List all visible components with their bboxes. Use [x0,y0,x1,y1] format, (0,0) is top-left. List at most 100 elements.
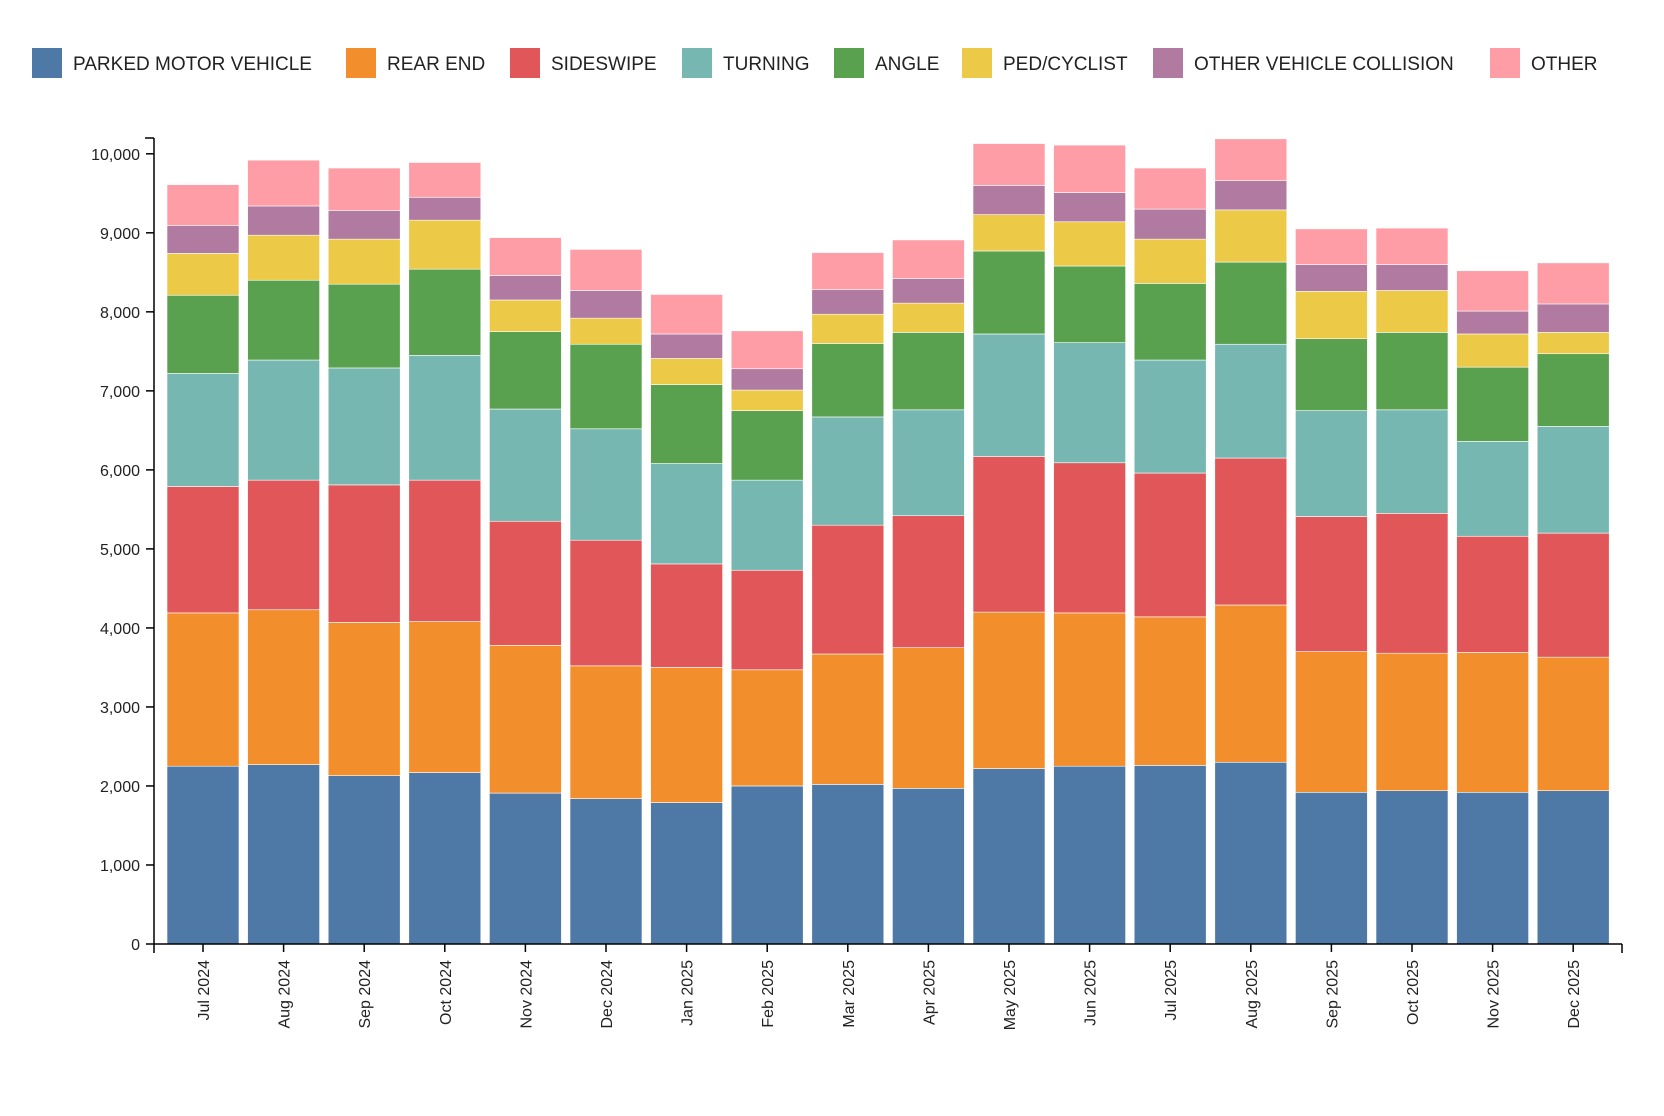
bar-aug-2025-turning [1214,343,1288,459]
bar-aug-2025-parked-motor-vehicle [1214,761,1288,945]
bar-aug-2025-angle [1214,261,1288,345]
bar-dec-2025-rear-end [1536,656,1610,792]
bar-nov-2025-angle [1456,366,1529,442]
y-tick-label: 4,000 [100,621,140,638]
bar-nov-2025-sideswipe [1456,535,1529,653]
x-tick-label-nov-2024: Nov 2024 [518,960,535,1029]
bar-jul-2024-parked-motor-vehicle [166,765,240,945]
legend-swatch-parked-motor-vehicle [32,48,62,78]
bar-aug-2024-turning [247,359,320,481]
bar-stacks [166,138,1610,945]
bar-oct-2025-angle [1375,332,1449,411]
bar-stack-apr-2025 [892,239,965,945]
bar-jan-2025-angle [650,384,723,464]
bar-stack-aug-2025 [1214,138,1288,945]
x-axis: Jul 2024 Aug 2024 Sep 2024 Oct 2024 Nov 2024… [153,943,1623,1030]
bar-jul-2025-other [1133,167,1207,210]
x-tick-label-dec-2024: Dec 2024 [599,960,616,1029]
bar-sep-2025-other-vehicle-collision [1295,264,1368,292]
bar-oct-2024-rear-end [408,621,482,773]
bar-stack-nov-2025 [1456,270,1529,945]
y-tick-label: 9,000 [100,226,140,243]
bar-jun-2025-turning [1053,342,1126,464]
bar-aug-2024-sideswipe [247,479,320,611]
y-tick-label: 7,000 [100,384,140,401]
bar-dec-2024-rear-end [569,665,643,799]
bar-mar-2025-other-vehicle-collision [811,289,885,315]
y-axis: 0 1,000 2,000 3,000 4,000 5,000 6,000 7,000 8,00… [91,137,155,954]
x-tick-label-jul-2025: Jul 2025 [1163,960,1180,1021]
bar-sep-2025-sideswipe [1295,516,1368,652]
bar-sep-2025-angle [1295,338,1368,411]
bar-feb-2025-angle [730,410,804,481]
bar-dec-2024-turning [569,428,643,541]
legend-label-other: OTHER [1531,54,1598,75]
bar-nov-2024-other [489,237,562,276]
bar-stack-may-2025 [972,143,1046,945]
legend-swatch-other-vehicle-collision [1153,48,1183,78]
bar-dec-2025-parked-motor-vehicle [1536,790,1610,945]
bar-aug-2024-ped-cyclist [247,234,320,281]
x-tick-label-may-2025: May 2025 [1002,960,1019,1030]
bar-stack-feb-2025 [730,330,804,945]
bar-jul-2024-turning [166,373,240,487]
bar-jan-2025-ped-cyclist [650,358,723,385]
bar-oct-2024-other [408,162,482,198]
bar-jul-2024-rear-end [166,612,240,767]
x-tick-label-sep-2025: Sep 2025 [1324,960,1341,1029]
legend-label-rear-end: REAR END [387,54,485,75]
bar-jan-2025-sideswipe [650,563,723,668]
legend-label-parked-motor-vehicle: PARKED MOTOR VEHICLE [73,54,312,75]
bar-may-2025-parked-motor-vehicle [972,768,1046,945]
bar-feb-2025-rear-end [730,669,804,787]
bar-feb-2025-other [730,330,804,370]
bar-sep-2025-rear-end [1295,651,1368,793]
bar-sep-2024-angle [327,283,401,369]
bar-mar-2025-ped-cyclist [811,313,885,344]
x-tick-label-aug-2024: Aug 2024 [277,960,294,1029]
bar-dec-2025-other [1536,262,1610,305]
bar-feb-2025-turning [730,479,804,571]
bar-nov-2024-sideswipe [489,520,562,646]
bar-feb-2025-ped-cyclist [730,389,804,411]
legend-label-turning: TURNING [723,54,810,75]
bar-dec-2024-other [569,249,643,291]
bar-dec-2024-ped-cyclist [569,317,643,345]
bar-sep-2024-other [327,167,401,211]
bar-aug-2024-angle [247,279,320,361]
bar-stack-sep-2024 [327,167,401,945]
bar-stack-dec-2024 [569,249,643,945]
bar-feb-2025-parked-motor-vehicle [730,785,804,945]
bar-jul-2025-sideswipe [1133,472,1207,618]
bar-apr-2025-parked-motor-vehicle [892,788,965,945]
bar-jul-2025-parked-motor-vehicle [1133,765,1207,945]
legend: PARKED MOTOR VEHICLE REAR END SIDESWIPE TUR… [32,48,1598,78]
bar-sep-2024-turning [327,367,401,486]
bar-aug-2025-other [1214,138,1288,181]
bar-jul-2025-other-vehicle-collision [1133,208,1207,240]
bar-jun-2025-rear-end [1053,612,1126,767]
bar-dec-2025-angle [1536,353,1610,427]
bar-aug-2025-other-vehicle-collision [1214,180,1288,211]
bar-feb-2025-sideswipe [730,569,804,671]
y-tick-label: 5,000 [100,542,140,559]
bar-jul-2024-angle [166,294,240,374]
bar-sep-2024-sideswipe [327,484,401,623]
bar-jan-2025-rear-end [650,667,723,803]
legend-swatch-angle [834,48,864,78]
bar-nov-2025-turning [1456,441,1529,537]
bar-jun-2025-other-vehicle-collision [1053,192,1126,223]
bar-oct-2024-other-vehicle-collision [408,196,482,221]
x-tick-label-feb-2025: Feb 2025 [760,960,777,1028]
bar-nov-2024-parked-motor-vehicle [489,792,562,945]
bar-nov-2024-other-vehicle-collision [489,275,562,301]
bar-oct-2024-ped-cyclist [408,219,482,270]
bar-oct-2025-other [1375,227,1449,265]
bar-jul-2024-other-vehicle-collision [166,225,240,254]
bar-may-2025-rear-end [972,611,1046,769]
bar-may-2025-sideswipe [972,456,1046,613]
bar-oct-2024-sideswipe [408,479,482,622]
bar-jul-2024-other [166,184,240,227]
bar-sep-2024-ped-cyclist [327,238,401,285]
